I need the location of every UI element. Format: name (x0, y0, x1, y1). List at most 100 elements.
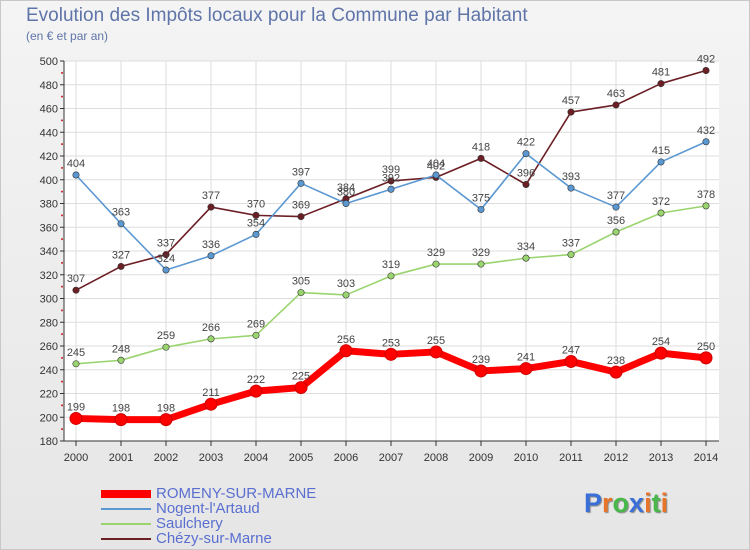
data-point-chezy-sur-marne (477, 154, 485, 162)
data-point-saulchery (657, 209, 665, 217)
logo-letter: o (612, 488, 630, 518)
logo-letter: r (602, 488, 613, 518)
data-point-romeny-sur-marne (384, 347, 398, 361)
y-minor-tick (61, 190, 63, 193)
data-point-saulchery (72, 360, 80, 368)
data-label-romeny-sur-marne: 238 (607, 355, 625, 367)
y-tick-label: 420 (40, 151, 58, 163)
data-label-chezy-sur-marne: 337 (157, 238, 175, 250)
y-tick-label: 360 (40, 222, 58, 234)
data-label-saulchery: 319 (382, 259, 400, 271)
data-point-saulchery (477, 260, 485, 268)
data-label-nogent-l-artaud: 432 (697, 125, 715, 137)
data-label-chezy-sur-marne: 377 (202, 190, 220, 202)
x-tick-label: 2005 (289, 452, 313, 464)
y-tick-label: 180 (40, 436, 58, 448)
series-layer (69, 67, 713, 427)
data-label-romeny-sur-marne: 247 (562, 344, 580, 356)
x-tick-label: 2002 (154, 452, 178, 464)
data-label-chezy-sur-marne: 396 (517, 168, 535, 180)
data-label-saulchery: 378 (697, 189, 715, 201)
data-point-nogent-l-artaud (72, 171, 80, 179)
data-point-nogent-l-artaud (432, 171, 440, 179)
y-tick-label: 300 (40, 294, 58, 306)
data-label-chezy-sur-marne: 307 (67, 273, 85, 285)
x-tick-label: 2008 (424, 452, 448, 464)
data-point-saulchery (522, 254, 530, 262)
data-point-saulchery (612, 228, 620, 236)
data-label-chezy-sur-marne: 492 (697, 54, 715, 66)
data-point-nogent-l-artaud (477, 205, 485, 213)
logo-letter: P (584, 488, 603, 518)
data-label-saulchery: 303 (337, 278, 355, 290)
data-label-nogent-l-artaud: 375 (472, 192, 490, 204)
data-point-nogent-l-artaud (117, 220, 125, 228)
y-minor-tick (61, 261, 63, 264)
y-tick-label: 460 (40, 104, 58, 116)
data-point-romeny-sur-marne (474, 364, 488, 378)
y-tick-label: 260 (40, 341, 58, 353)
x-tick-label: 2009 (469, 452, 493, 464)
data-label-romeny-sur-marne: 253 (382, 337, 400, 349)
data-label-nogent-l-artaud: 354 (247, 217, 265, 229)
data-label-nogent-l-artaud: 422 (517, 137, 535, 149)
data-point-saulchery (207, 335, 215, 343)
data-label-saulchery: 356 (607, 215, 625, 227)
data-label-romeny-sur-marne: 225 (292, 371, 310, 383)
data-point-saulchery (387, 272, 395, 280)
data-label-romeny-sur-marne: 198 (157, 403, 175, 415)
data-label-chezy-sur-marne: 481 (652, 67, 670, 79)
data-point-saulchery (342, 291, 350, 299)
logo-letter: x (629, 488, 645, 518)
data-label-saulchery: 248 (112, 343, 130, 355)
data-point-saulchery (297, 289, 305, 297)
data-point-nogent-l-artaud (567, 184, 575, 192)
data-point-romeny-sur-marne (699, 351, 713, 365)
data-label-chezy-sur-marne: 457 (562, 95, 580, 107)
x-tick-label: 2012 (604, 452, 628, 464)
data-label-saulchery: 329 (427, 247, 445, 259)
logo-letter: i (644, 488, 652, 518)
data-label-romeny-sur-marne: 222 (247, 374, 265, 386)
y-minor-tick (61, 380, 63, 383)
data-label-romeny-sur-marne: 250 (697, 341, 715, 353)
data-label-saulchery: 245 (67, 347, 85, 359)
y-minor-tick (61, 238, 63, 241)
data-label-nogent-l-artaud: 380 (337, 187, 355, 199)
y-tick-label: 220 (40, 389, 58, 401)
data-point-nogent-l-artaud (207, 252, 215, 260)
data-label-chezy-sur-marne: 402 (427, 160, 445, 172)
x-tick-label: 2000 (64, 452, 88, 464)
data-point-romeny-sur-marne (69, 411, 83, 425)
data-label-romeny-sur-marne: 241 (517, 352, 535, 364)
data-label-saulchery: 334 (517, 241, 535, 253)
data-label-romeny-sur-marne: 255 (427, 335, 445, 347)
data-label-romeny-sur-marne: 256 (337, 334, 355, 346)
data-point-saulchery (702, 202, 710, 210)
y-tick-label: 200 (40, 412, 58, 424)
legend-label-chezy-sur-marne: Chézy-sur-Marne (156, 530, 272, 547)
y-minor-tick (61, 214, 63, 217)
legend-label-saulchery: Saulchery (156, 515, 223, 532)
x-tick-label: 2011 (559, 452, 583, 464)
y-tick-label: 440 (40, 127, 58, 139)
data-point-nogent-l-artaud (522, 150, 530, 158)
data-point-saulchery (432, 260, 440, 268)
data-label-nogent-l-artaud: 324 (157, 253, 175, 265)
data-label-chezy-sur-marne: 418 (472, 141, 490, 153)
data-point-nogent-l-artaud (297, 179, 305, 187)
y-tick-label: 340 (40, 246, 58, 258)
legend-label-nogent-l-artaud: Nogent-l'Artaud (156, 500, 260, 517)
data-label-nogent-l-artaud: 393 (562, 171, 580, 183)
data-point-nogent-l-artaud (252, 230, 260, 238)
x-tick-label: 2010 (514, 452, 538, 464)
data-point-saulchery (117, 356, 125, 364)
data-point-romeny-sur-marne (114, 413, 128, 427)
y-tick-label: 280 (40, 317, 58, 329)
y-minor-tick (61, 428, 63, 431)
data-point-chezy-sur-marne (207, 203, 215, 211)
data-label-chezy-sur-marne: 369 (292, 200, 310, 212)
y-minor-tick (61, 356, 63, 359)
data-point-chezy-sur-marne (612, 101, 620, 109)
data-label-saulchery: 337 (562, 238, 580, 250)
